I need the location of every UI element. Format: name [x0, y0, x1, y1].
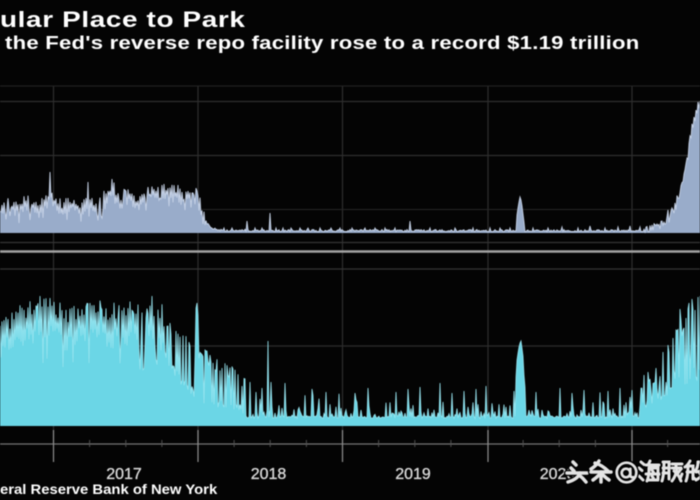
svg-text:2017: 2017 [106, 466, 142, 483]
svg-text:2019: 2019 [395, 466, 431, 483]
svg-text:2018: 2018 [251, 466, 287, 483]
